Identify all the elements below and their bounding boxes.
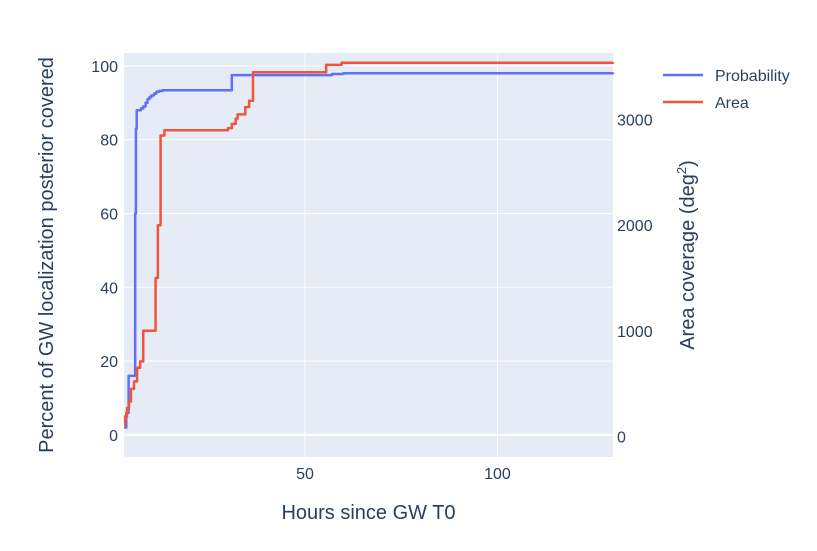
- y2-axis-title-close: ): [677, 160, 699, 167]
- x-axis-title: Hours since GW T0: [281, 502, 455, 524]
- x-tick-label: 100: [484, 466, 511, 483]
- y-tick-label: 60: [100, 206, 118, 223]
- y-tick-label: 100: [91, 59, 118, 76]
- series-line-area: [123, 61, 615, 426]
- series-layer: [123, 61, 615, 429]
- y-tick-label: 20: [100, 354, 118, 371]
- y-tick-label: 80: [100, 133, 118, 150]
- plot-background: [124, 53, 613, 457]
- legend-label-area: Area: [715, 95, 749, 112]
- y-tick-label: 0: [109, 428, 118, 445]
- y2-axis-title-sup: 2: [674, 167, 689, 174]
- y2-axis-title-main: Area coverage (deg: [677, 174, 699, 350]
- y2-tick-label: 1000: [617, 324, 653, 341]
- grid-lines: [124, 53, 613, 457]
- series-line-probability: [124, 72, 615, 429]
- y2-tick-label: 0: [617, 429, 626, 446]
- y-axis-title: Percent of GW localization posterior cov…: [36, 57, 58, 453]
- legend-label-probability: Probability: [715, 68, 790, 85]
- y2-axis-title: Area coverage (deg2): [674, 160, 699, 350]
- x-tick-label: 50: [296, 466, 314, 483]
- y2-tick-label: 2000: [617, 218, 653, 235]
- legend: Probability Area: [663, 68, 790, 112]
- y2-tick-label: 3000: [617, 113, 653, 130]
- y-tick-label: 40: [100, 280, 118, 297]
